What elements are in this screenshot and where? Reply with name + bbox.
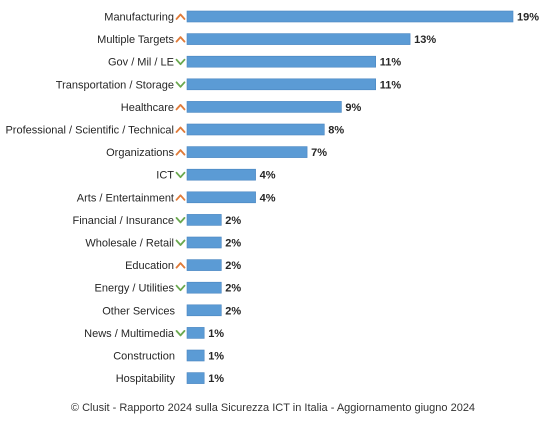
value-label-1: 13% bbox=[414, 34, 436, 46]
trend-down-icon bbox=[175, 284, 186, 292]
category-label-15: Construction bbox=[113, 351, 175, 363]
trend-up-icon bbox=[175, 149, 186, 156]
value-label-14: 1% bbox=[208, 328, 224, 340]
category-label-3: Transportation / Storage bbox=[56, 79, 174, 91]
trend-down-icon bbox=[175, 171, 186, 179]
trend-down-icon bbox=[175, 58, 186, 66]
trend-down-icon bbox=[175, 239, 186, 246]
value-label-10: 2% bbox=[225, 238, 241, 250]
footer-credit: © Clusit - Rapporto 2024 sulla Sicurezza… bbox=[70, 402, 476, 414]
value-label-7: 4% bbox=[260, 170, 276, 182]
trend-up-icon bbox=[175, 262, 186, 269]
category-label-13: Other Services bbox=[102, 305, 175, 317]
trend-up-icon bbox=[175, 13, 186, 20]
category-label-8: Arts / Entertainment bbox=[77, 192, 174, 204]
bar-0 bbox=[186, 10, 514, 23]
category-label-10: Wholesale / Retail bbox=[85, 238, 174, 250]
value-label-0: 19% bbox=[517, 12, 539, 24]
bar-10 bbox=[186, 236, 222, 249]
value-label-5: 8% bbox=[328, 125, 344, 137]
bar-4 bbox=[186, 101, 342, 113]
trend-up-icon bbox=[175, 104, 186, 111]
value-label-8: 4% bbox=[260, 192, 276, 204]
category-label-7: ICT bbox=[156, 170, 174, 182]
category-label-5: Professional / Scientific / Technical bbox=[5, 125, 174, 137]
trend-down-icon bbox=[175, 217, 186, 224]
bar-14 bbox=[186, 327, 205, 339]
value-label-4: 9% bbox=[345, 102, 361, 114]
bar-9 bbox=[186, 214, 222, 226]
bar-8 bbox=[186, 191, 256, 204]
category-label-11: Education bbox=[125, 260, 174, 272]
category-label-9: Financial / Insurance bbox=[73, 215, 175, 227]
bar-5 bbox=[186, 123, 325, 136]
value-label-11: 2% bbox=[225, 260, 241, 272]
bar-3 bbox=[186, 78, 376, 91]
trend-down-icon bbox=[175, 330, 186, 337]
category-label-12: Energy / Utilities bbox=[95, 283, 175, 295]
bar-6 bbox=[186, 146, 308, 158]
trend-up-icon bbox=[175, 194, 186, 201]
bar-1 bbox=[186, 33, 411, 45]
value-label-3: 11% bbox=[380, 79, 402, 91]
value-label-2: 11% bbox=[380, 57, 402, 69]
category-label-4: Healthcare bbox=[121, 102, 174, 114]
trend-down-icon bbox=[175, 81, 186, 88]
value-label-15: 1% bbox=[208, 351, 224, 363]
category-label-14: News / Multimedia bbox=[84, 328, 175, 340]
bar-13 bbox=[186, 304, 222, 317]
value-label-16: 1% bbox=[208, 373, 224, 385]
trend-up-icon bbox=[175, 36, 186, 43]
chart-svg: 19% Manufacturing 13% Multiple Targets 11% Go… bbox=[5, 10, 539, 385]
trend-up-icon bbox=[175, 126, 186, 133]
bar-11 bbox=[186, 259, 222, 271]
bar-12 bbox=[186, 281, 222, 294]
value-label-9: 2% bbox=[225, 215, 241, 227]
category-label-0: Manufacturing bbox=[104, 12, 174, 24]
category-label-16: Hospitability bbox=[116, 373, 176, 385]
value-label-6: 7% bbox=[311, 147, 327, 159]
category-label-1: Multiple Targets bbox=[97, 34, 174, 46]
bar-7 bbox=[186, 168, 256, 181]
value-label-13: 2% bbox=[225, 305, 241, 317]
category-label-2: Gov / Mil / LE bbox=[108, 57, 174, 69]
bar-16 bbox=[186, 372, 205, 384]
category-label-6: Organizations bbox=[106, 147, 174, 159]
value-label-12: 2% bbox=[225, 283, 241, 295]
bar-15 bbox=[186, 349, 205, 362]
bar-2 bbox=[186, 55, 376, 68]
